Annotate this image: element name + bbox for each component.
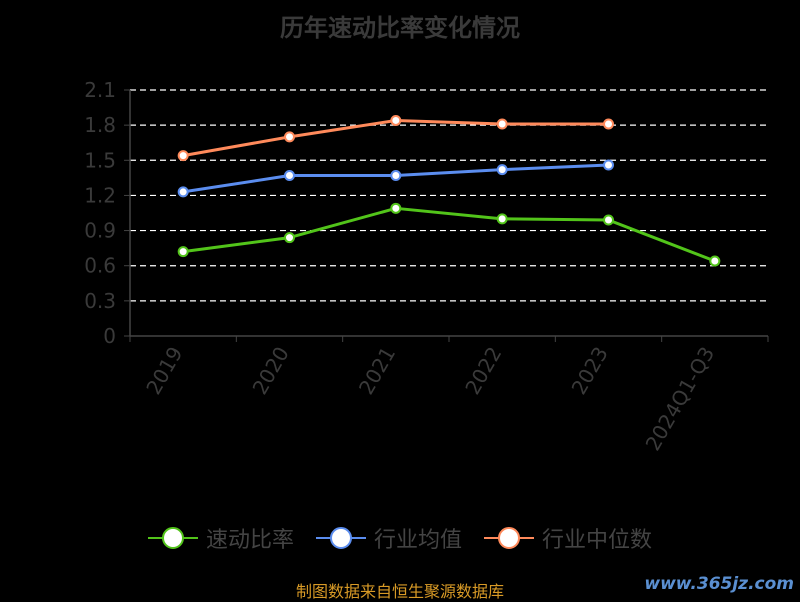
data-point: [603, 214, 614, 226]
source-note: 制图数据来自恒生聚源数据库: [295, 582, 504, 601]
data-point: [390, 202, 402, 214]
data-point: [284, 170, 295, 182]
data-point: [284, 131, 295, 143]
data-point: [177, 246, 189, 258]
x-tick-label: 2021: [354, 343, 400, 399]
y-tick-label: 0.9: [84, 219, 116, 243]
y-tick-label: 1.2: [84, 183, 116, 207]
data-point: [496, 118, 508, 130]
data-point: [709, 255, 721, 267]
y-tick-label: 1.8: [84, 113, 116, 137]
data-point: [390, 114, 402, 126]
x-tick-label: 2022: [460, 342, 506, 398]
y-tick-label: 0.3: [84, 289, 116, 313]
x-tick-label: 2020: [248, 343, 294, 399]
x-tick-label: 2024Q1-Q3: [640, 343, 719, 455]
y-tick-label: 1.5: [84, 148, 116, 172]
legend-label: 速动比率: [205, 528, 294, 553]
chart-title: 历年速动比率变化情况: [280, 14, 520, 42]
legend-marker-icon: [484, 526, 534, 550]
legend-marker-icon: [315, 526, 366, 550]
legend-item[interactable]: 速动比率: [147, 522, 294, 554]
data-point: [390, 170, 402, 182]
axis-layer: 0 0.3 0.6 0.9 1.2 1.5 1.8 2.1 2019 2020 2021 2022 20…: [84, 78, 769, 455]
data-point: [177, 150, 189, 162]
legend-item[interactable]: 行业中位数: [484, 522, 652, 554]
x-tick-label: 2023: [567, 343, 613, 399]
grid-layer: [130, 89, 768, 302]
data-point: [496, 164, 508, 176]
data-point: [603, 159, 614, 171]
data-point: [284, 232, 295, 244]
series-line: [182, 206, 716, 263]
legend-item[interactable]: 行业均值: [315, 522, 462, 554]
legend-label: 行业均值: [373, 528, 462, 553]
series-layer: [177, 114, 721, 267]
watermark: www.365jz.com: [644, 574, 794, 594]
legend-marker-icon: [147, 526, 198, 550]
data-point: [496, 213, 508, 225]
data-point: [603, 118, 614, 130]
x-tick-label: 2019: [141, 343, 187, 399]
legend: 速动比率 行业均值 行业中位数: [0, 522, 800, 554]
y-tick-label: 0.6: [84, 254, 116, 278]
y-tick-label: 2.1: [84, 78, 116, 102]
y-tick-label: 0: [103, 324, 116, 348]
legend-label: 行业中位数: [542, 528, 653, 553]
data-point: [177, 186, 189, 198]
